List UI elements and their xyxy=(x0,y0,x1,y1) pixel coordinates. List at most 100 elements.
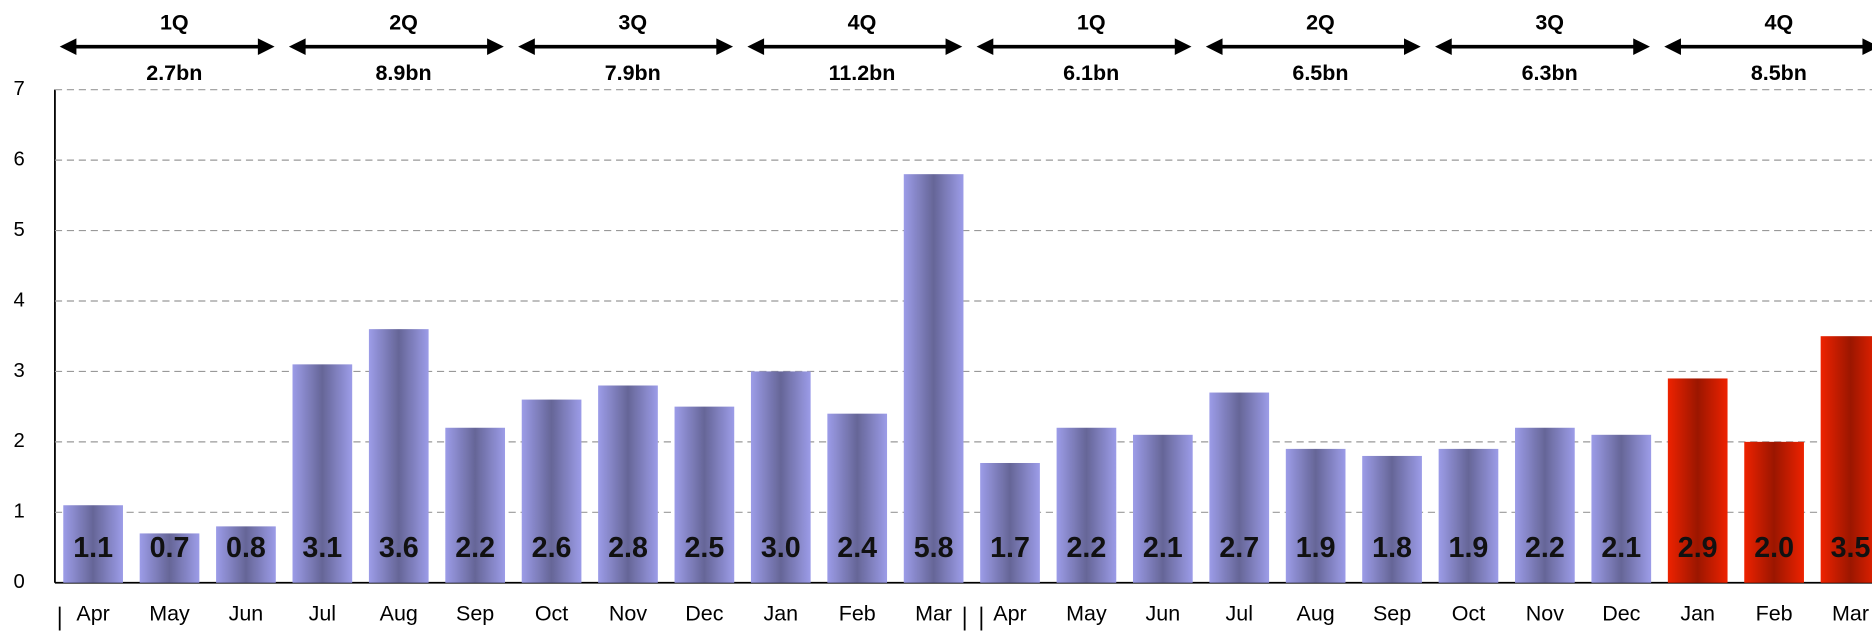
value-label: 1.9 xyxy=(1296,532,1336,564)
value-label: 2.0 xyxy=(1754,532,1794,564)
x-tick-label: Nov xyxy=(1526,602,1564,626)
value-label: 2.5 xyxy=(684,532,724,564)
bar-shade xyxy=(827,413,888,583)
arrow-head xyxy=(487,38,504,56)
y-tick-label: 2 xyxy=(13,430,24,452)
arrow-head xyxy=(1435,38,1452,56)
bar-shade xyxy=(674,406,735,583)
quarter-total: 2.7bn xyxy=(146,61,202,85)
x-tick-label: Aug xyxy=(380,602,418,626)
bar-shade xyxy=(521,399,582,583)
value-label: 2.7 xyxy=(1219,532,1259,564)
bar-shade xyxy=(1285,448,1346,583)
arrow-head xyxy=(1404,38,1421,56)
x-tick-label: Oct xyxy=(535,602,568,626)
y-tick-label: 4 xyxy=(13,289,24,311)
x-tick-label: Apr xyxy=(993,602,1026,626)
arrow-head xyxy=(945,38,963,56)
y-tick-label: 7 xyxy=(13,78,24,100)
value-label: 3.6 xyxy=(379,532,419,564)
quarter-name: 1Q xyxy=(160,11,189,35)
x-tick-label: Apr xyxy=(76,602,109,626)
value-label: 3.0 xyxy=(761,532,801,564)
value-label: 2.2 xyxy=(1067,532,1107,564)
bar-shade xyxy=(1820,336,1872,583)
x-tick-label: Oct xyxy=(1452,602,1485,626)
value-label: 0.8 xyxy=(226,532,266,564)
value-label: 2.9 xyxy=(1678,532,1718,564)
x-tick-label: Nov xyxy=(609,602,647,626)
value-label: 2.2 xyxy=(1525,532,1565,564)
bar-shade xyxy=(1744,441,1804,583)
value-label: 2.4 xyxy=(837,532,877,564)
value-label: 1.1 xyxy=(73,532,113,564)
quarter-name: 2Q xyxy=(389,11,418,35)
arrow-head xyxy=(747,38,765,56)
arrow-head xyxy=(288,38,306,56)
bar-shade xyxy=(1667,378,1728,583)
bar-shade xyxy=(216,526,276,583)
quarter-total: 6.5bn xyxy=(1292,61,1348,85)
x-tick-label: Mar xyxy=(1832,602,1869,626)
x-tick-label: Feb xyxy=(839,602,876,626)
quarter-total: 6.3bn xyxy=(1522,61,1578,85)
x-tick-label: Sep xyxy=(1373,602,1411,626)
x-tick-label: Jan xyxy=(1680,602,1715,626)
x-tick-label: Jan xyxy=(763,602,798,626)
value-label: 5.8 xyxy=(914,532,954,564)
quarter-name: 3Q xyxy=(618,11,647,35)
arrow-head xyxy=(1862,38,1872,56)
value-label: 1.7 xyxy=(990,532,1030,564)
bar-shade xyxy=(1515,427,1575,583)
value-label: 2.1 xyxy=(1601,532,1641,564)
bar-shade xyxy=(1056,427,1117,583)
quarter-name: 3Q xyxy=(1535,11,1564,35)
x-tick-label: Jul xyxy=(1226,602,1253,626)
bar-shade xyxy=(598,385,658,583)
arrow-head xyxy=(518,38,535,56)
bar-shade xyxy=(63,505,123,583)
x-tick-label: Dec xyxy=(1602,602,1640,626)
bar-shade xyxy=(1362,455,1422,583)
bar-shade xyxy=(1132,434,1193,583)
bar-shade xyxy=(139,533,200,583)
x-tick-label: Mar xyxy=(915,602,952,626)
x-tick-label: May xyxy=(1066,602,1107,626)
quarter-name: 2Q xyxy=(1306,11,1335,35)
quarter-total: 11.2bn xyxy=(829,61,896,85)
bar-shade xyxy=(1591,434,1652,583)
bar-shade xyxy=(903,174,964,583)
y-tick-label: 5 xyxy=(13,219,24,241)
y-tick-label: 0 xyxy=(13,571,24,593)
quarter-name: 1Q xyxy=(1077,11,1106,35)
quarter-name: 4Q xyxy=(848,11,877,35)
arrow-head xyxy=(716,38,734,56)
x-tick-label: Dec xyxy=(685,602,723,626)
y-tick-label: 1 xyxy=(13,501,24,523)
x-tick-label: Jul xyxy=(309,602,336,626)
y-tick-label: 3 xyxy=(13,360,24,382)
arrow-head xyxy=(1664,38,1681,56)
value-label: 2.2 xyxy=(455,532,495,564)
value-label: 3.1 xyxy=(302,532,342,564)
arrow-head xyxy=(1174,38,1192,56)
x-tick-label: Jun xyxy=(1146,602,1181,626)
quarter-total: 7.9bn xyxy=(605,61,661,85)
y-tick-label: 6 xyxy=(13,148,24,170)
value-label: 2.8 xyxy=(608,532,648,564)
arrow-head xyxy=(257,38,275,56)
quarter-total: 6.1bn xyxy=(1063,61,1119,85)
value-label: 2.6 xyxy=(532,532,572,564)
x-tick-label: Feb xyxy=(1756,602,1793,626)
bar-shade xyxy=(1438,448,1499,583)
value-label: 3.5 xyxy=(1831,532,1871,564)
bar-shade xyxy=(445,427,506,583)
bar-shade xyxy=(750,371,811,583)
quarter-name: 4Q xyxy=(1765,11,1794,35)
value-label: 2.1 xyxy=(1143,532,1183,564)
quarter-total: 8.5bn xyxy=(1751,61,1807,85)
arrow-head xyxy=(1633,38,1650,56)
value-label: 0.7 xyxy=(150,532,190,564)
value-label: 1.9 xyxy=(1449,532,1489,564)
